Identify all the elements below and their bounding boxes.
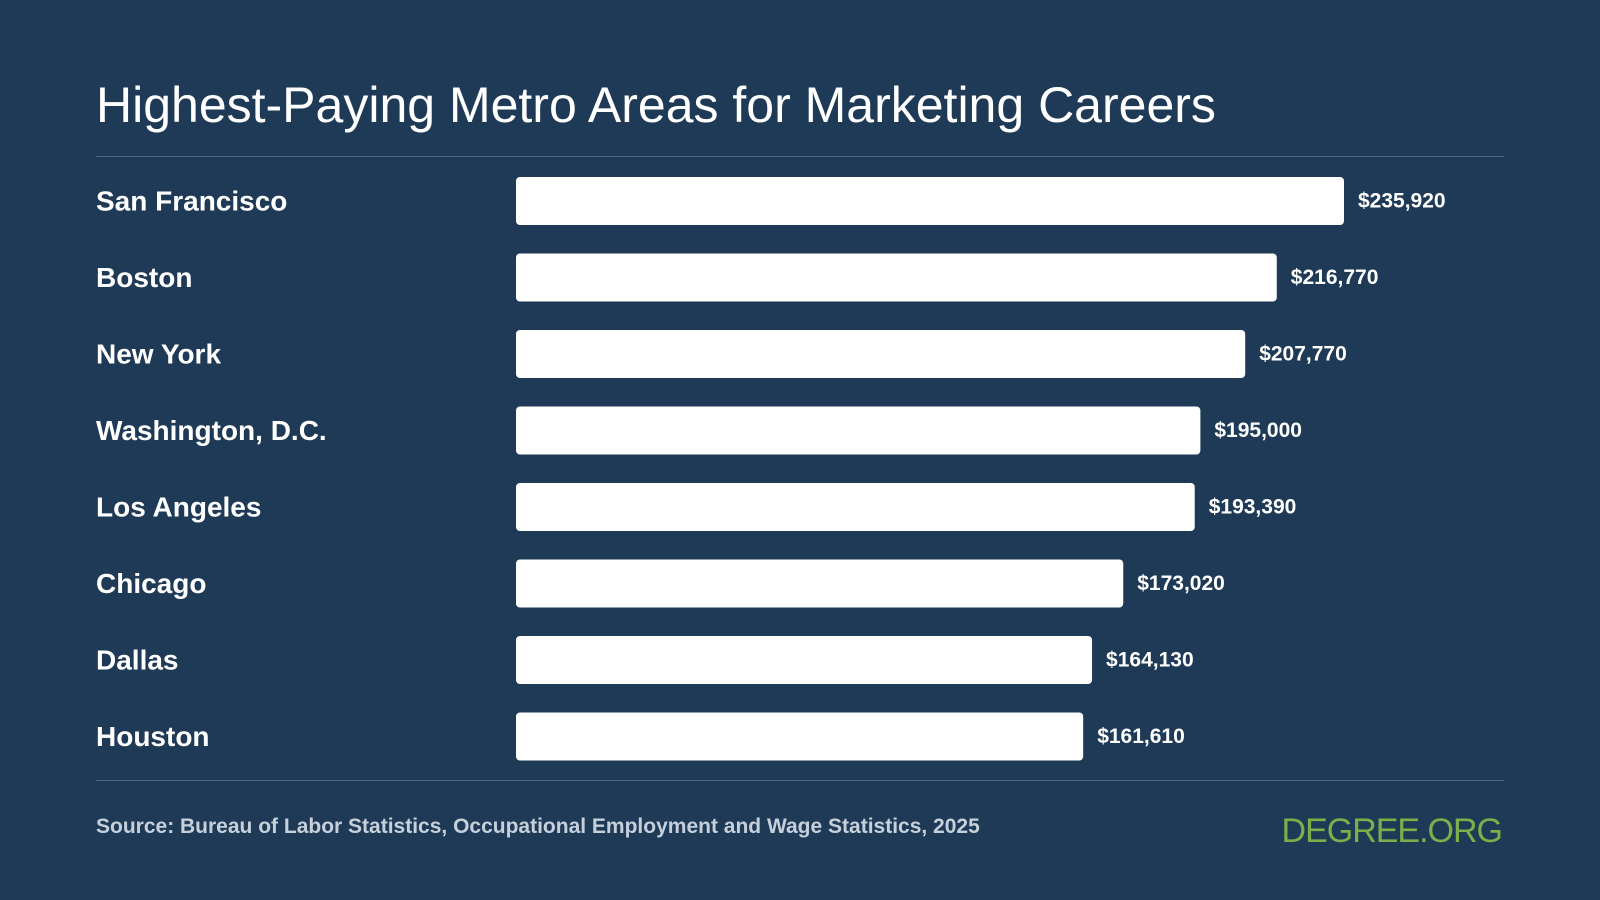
value-label: $173,020 [1137,572,1225,595]
chart-title: Highest-Paying Metro Areas for Marketing… [96,77,1216,133]
category-label: Washington, D.C. [96,415,327,446]
value-label: $216,770 [1291,266,1379,289]
bar [516,330,1246,378]
value-label: $161,610 [1097,725,1185,748]
bottom-divider [96,780,1504,781]
bar [516,636,1093,684]
category-label: Boston [96,262,192,293]
category-label: Los Angeles [96,492,261,523]
category-label: Chicago [96,568,206,599]
category-label: New York [96,339,221,370]
category-label: Dallas [96,645,179,676]
category-label: San Francisco [96,186,287,217]
value-label: $164,130 [1106,649,1194,672]
brand-logo: DEGREE.ORG [1281,812,1503,850]
bar [516,483,1195,531]
value-label: $207,770 [1259,343,1347,366]
bar [516,559,1124,608]
bar [516,177,1344,225]
value-label: $195,000 [1214,419,1302,442]
value-label: $235,920 [1358,190,1446,213]
bar [516,712,1084,761]
value-label: $193,390 [1209,496,1297,519]
top-divider [96,156,1504,157]
source-note: Source: Bureau of Labor Statistics, Occu… [96,815,980,838]
category-label: Houston [96,721,210,752]
bar [516,406,1201,455]
bar [516,253,1277,302]
